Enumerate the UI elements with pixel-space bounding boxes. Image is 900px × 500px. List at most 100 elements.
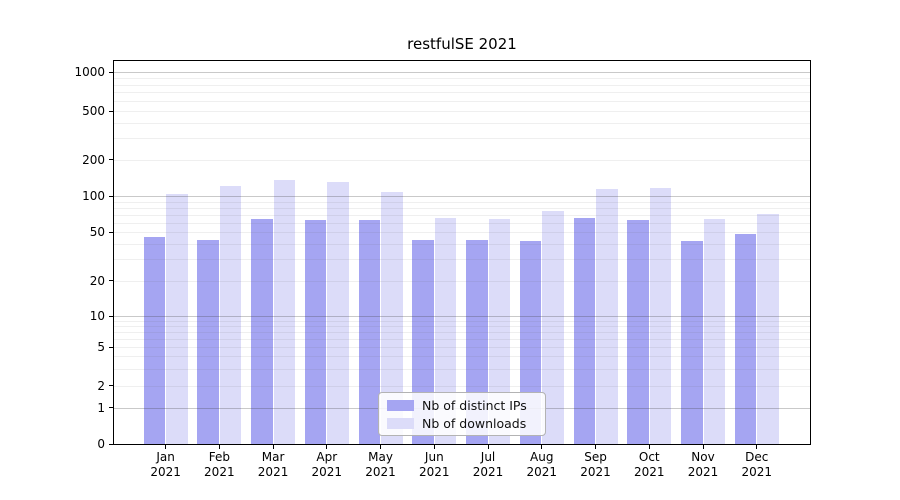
x-tick-mark: [756, 445, 758, 449]
legend: Nb of distinct IPs Nb of downloads: [378, 392, 546, 436]
y-tick-mark: [109, 110, 113, 112]
y-tick-mark: [109, 195, 113, 197]
bar-downloads: [219, 186, 242, 444]
x-tick-month: Dec: [745, 450, 769, 464]
bar-distinct-ips: [143, 236, 166, 444]
x-tick-mark: [702, 445, 704, 449]
x-tick-month: Mar: [261, 450, 285, 464]
x-tick-year: 2021: [741, 465, 772, 479]
x-tick-label: Sep 2021: [556, 450, 636, 480]
x-tick-year: 2021: [311, 465, 343, 479]
x-tick-month: Sep: [584, 450, 607, 464]
x-tick-year: 2021: [204, 465, 235, 479]
y-tick-label: 1: [97, 400, 105, 415]
x-tick-year: 2021: [365, 465, 396, 479]
major-gridline: [114, 196, 810, 198]
minor-gridline: [114, 214, 810, 216]
y-tick-mark: [109, 385, 113, 387]
bar-downloads: [703, 218, 725, 444]
x-tick-mark: [380, 445, 382, 449]
x-tick-year: 2021: [580, 465, 611, 479]
minor-gridline: [114, 84, 810, 86]
bar-distinct-ips: [197, 240, 219, 444]
chart-title: restfulSE 2021: [407, 35, 517, 53]
minor-gridline: [114, 280, 810, 282]
minor-gridline: [114, 92, 810, 94]
y-tick-mark: [109, 346, 113, 348]
y-tick-label: 500: [82, 104, 105, 118]
x-tick-label: Nov 2021: [663, 450, 743, 480]
x-tick-year: 2021: [687, 465, 719, 479]
legend-swatch-ips: [387, 399, 414, 411]
x-tick-month: Jun: [424, 450, 444, 464]
bar-downloads: [434, 217, 457, 444]
x-tick-year: 2021: [633, 465, 665, 479]
x-tick-month: Jan: [156, 450, 175, 464]
y-tick-mark: [109, 407, 113, 409]
legend-label: Nb of distinct IPs: [422, 397, 527, 413]
x-tick-label: Dec 2021: [717, 450, 797, 480]
x-tick-label: Oct 2021: [609, 450, 689, 480]
minor-gridline: [114, 100, 810, 102]
x-tick-label: Apr 2021: [287, 450, 367, 480]
y-tick-label: 1000: [74, 65, 105, 79]
x-tick-month: May: [368, 450, 393, 464]
bar-downloads: [166, 194, 188, 444]
x-tick-month: Jul: [480, 450, 496, 464]
x-tick-month: Apr: [316, 450, 338, 464]
y-tick-label: 100: [82, 189, 105, 204]
minor-gridline: [114, 332, 810, 334]
major-gridline: [114, 72, 810, 73]
x-tick-label: Mar 2021: [233, 450, 313, 480]
x-tick-label: Aug 2021: [502, 450, 582, 480]
minor-gridline: [114, 111, 810, 112]
y-tick-mark: [109, 280, 113, 281]
x-tick-label: Jan 2021: [126, 450, 206, 480]
x-tick-mark: [165, 445, 167, 449]
x-tick-mark: [272, 445, 274, 449]
minor-gridline: [114, 320, 810, 322]
y-tick-label: 2: [97, 378, 105, 393]
bar-downloads: [381, 192, 403, 444]
x-tick-mark: [648, 445, 650, 449]
plot-area: [113, 60, 811, 445]
x-tick-year: 2021: [150, 465, 181, 479]
minor-gridline: [114, 77, 810, 79]
x-tick-year: 2021: [526, 465, 558, 479]
bar-distinct-ips: [573, 217, 596, 444]
y-tick-label: 200: [82, 152, 105, 167]
minor-gridline: [114, 259, 810, 261]
bar-distinct-ips: [627, 220, 649, 444]
y-tick-label: 0: [97, 437, 105, 452]
x-tick-label: May 2021: [341, 450, 421, 480]
y-tick-mark: [109, 443, 113, 445]
x-tick-year: 2021: [419, 465, 450, 479]
x-tick-mark: [218, 445, 220, 449]
minor-gridline: [114, 159, 810, 161]
bar-distinct-ips: [358, 220, 381, 444]
legend-label: Nb of downloads: [422, 415, 527, 431]
bar-distinct-ips: [734, 234, 757, 444]
bar-downloads: [757, 214, 779, 444]
x-tick-month: Oct: [638, 450, 660, 464]
minor-gridline: [114, 244, 810, 246]
minor-gridline: [114, 122, 810, 124]
minor-gridline: [114, 138, 810, 140]
y-tick-label: 50: [89, 225, 105, 240]
minor-gridline: [114, 232, 810, 234]
x-tick-month: Feb: [208, 450, 230, 464]
y-tick-mark: [109, 231, 113, 233]
legend-item-downloads: Nb of downloads: [387, 416, 537, 431]
x-tick-label: Jul 2021: [448, 450, 528, 480]
minor-gridline: [114, 222, 810, 224]
minor-gridline: [114, 201, 810, 203]
x-tick-mark: [541, 445, 543, 449]
x-tick-month: Nov: [691, 450, 715, 464]
minor-gridline: [114, 385, 810, 387]
minor-gridline: [114, 326, 810, 328]
bar-downloads: [327, 181, 349, 444]
y-tick-label: 20: [89, 273, 105, 288]
bar-distinct-ips: [304, 220, 327, 444]
bar-downloads: [488, 218, 511, 444]
